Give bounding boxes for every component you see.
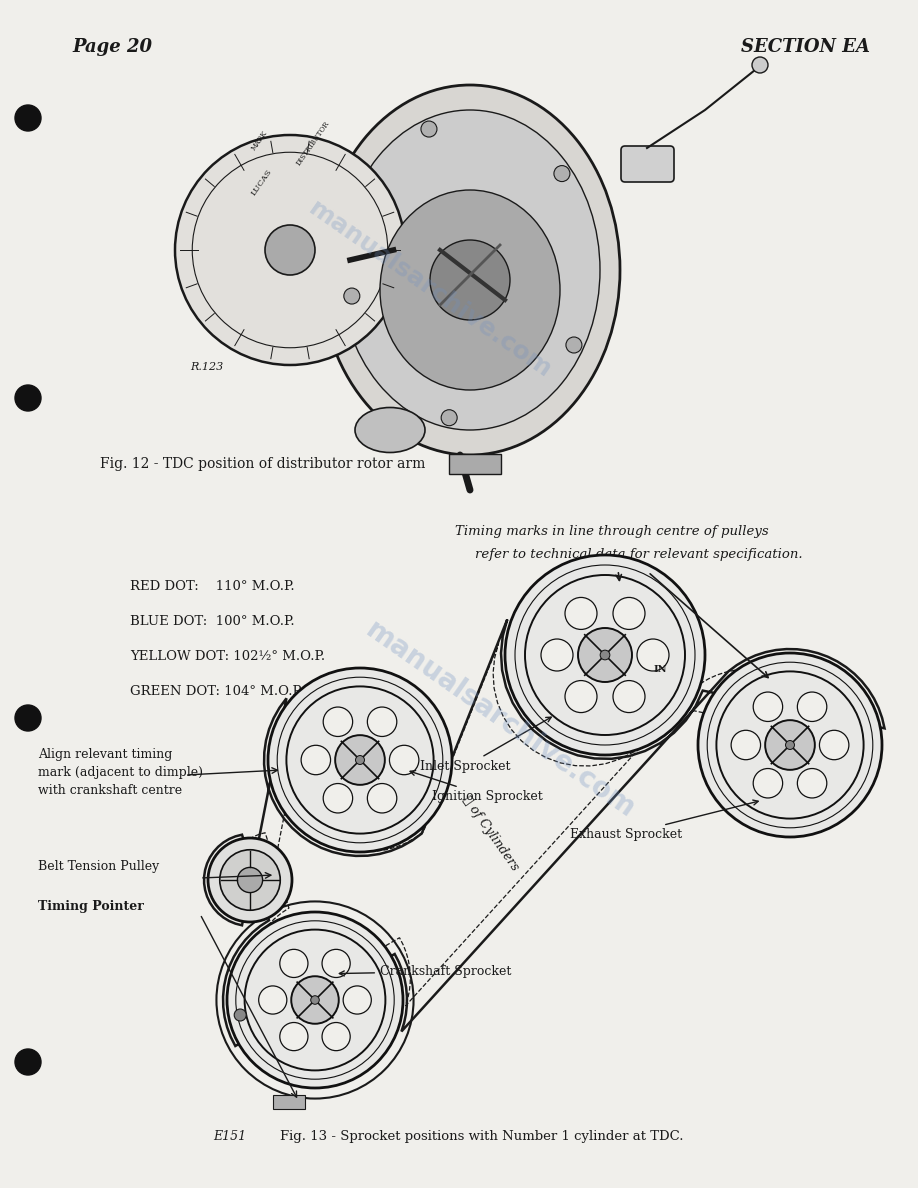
- Circle shape: [554, 165, 570, 182]
- Text: Inlet Sprocket: Inlet Sprocket: [420, 718, 551, 773]
- Text: Ignition Sprocket: Ignition Sprocket: [410, 771, 543, 803]
- Circle shape: [820, 731, 849, 759]
- Circle shape: [15, 385, 41, 411]
- Circle shape: [15, 1049, 41, 1075]
- Circle shape: [322, 949, 350, 978]
- Circle shape: [291, 977, 339, 1024]
- Circle shape: [731, 731, 760, 759]
- Circle shape: [227, 912, 403, 1088]
- Circle shape: [323, 784, 353, 813]
- FancyBboxPatch shape: [273, 1095, 305, 1110]
- Circle shape: [280, 1023, 308, 1050]
- Text: Timing marks in line through centre of pulleys: Timing marks in line through centre of p…: [455, 525, 768, 538]
- Circle shape: [430, 240, 510, 320]
- Circle shape: [367, 784, 397, 813]
- Ellipse shape: [355, 407, 425, 453]
- Circle shape: [323, 707, 353, 737]
- Ellipse shape: [320, 86, 620, 455]
- Circle shape: [268, 668, 452, 852]
- Text: refer to technical data for relevant specification.: refer to technical data for relevant spe…: [475, 548, 802, 561]
- Circle shape: [301, 745, 330, 775]
- Ellipse shape: [380, 190, 560, 390]
- Circle shape: [259, 986, 286, 1015]
- Ellipse shape: [340, 110, 600, 430]
- Circle shape: [322, 1023, 350, 1050]
- Text: Exhaust Sprocket: Exhaust Sprocket: [570, 800, 758, 841]
- Circle shape: [798, 769, 827, 798]
- Text: MARK: MARK: [250, 128, 270, 152]
- Text: YELLOW DOT: 102½° M.O.P.: YELLOW DOT: 102½° M.O.P.: [130, 650, 325, 663]
- Circle shape: [766, 720, 815, 770]
- Text: IN: IN: [654, 665, 666, 675]
- Circle shape: [578, 628, 632, 682]
- Text: SECTION EA: SECTION EA: [741, 38, 870, 56]
- Text: Fig. 12 - TDC position of distributor rotor arm: Fig. 12 - TDC position of distributor ro…: [100, 457, 425, 470]
- Circle shape: [286, 687, 433, 834]
- Circle shape: [565, 598, 597, 630]
- Circle shape: [175, 135, 405, 365]
- Text: ℓ of Cylinders: ℓ of Cylinders: [460, 794, 521, 873]
- Circle shape: [343, 986, 371, 1015]
- Circle shape: [565, 681, 597, 713]
- Circle shape: [344, 287, 360, 304]
- Text: R.123: R.123: [190, 362, 223, 372]
- Text: Page 20: Page 20: [72, 38, 152, 56]
- Circle shape: [335, 735, 385, 785]
- Text: Timing Pointer: Timing Pointer: [38, 901, 144, 914]
- Text: Align relevant timing
mark (adjacent to dimple)
with crankshaft centre: Align relevant timing mark (adjacent to …: [38, 748, 203, 797]
- Circle shape: [505, 555, 705, 756]
- FancyBboxPatch shape: [621, 146, 674, 182]
- Text: GREEN DOT: 104° M.O.P.: GREEN DOT: 104° M.O.P.: [130, 685, 303, 699]
- Text: E151: E151: [213, 1130, 246, 1143]
- Circle shape: [442, 410, 457, 425]
- Circle shape: [613, 681, 645, 713]
- Circle shape: [613, 598, 645, 630]
- Circle shape: [15, 105, 41, 131]
- Circle shape: [600, 650, 610, 659]
- Circle shape: [244, 929, 386, 1070]
- Circle shape: [753, 693, 783, 721]
- Text: Fig. 13 - Sprocket positions with Number 1 cylinder at TDC.: Fig. 13 - Sprocket positions with Number…: [280, 1130, 684, 1143]
- Circle shape: [798, 693, 827, 721]
- Circle shape: [265, 225, 315, 274]
- Text: RED DOT:    110° M.O.P.: RED DOT: 110° M.O.P.: [130, 580, 295, 593]
- Circle shape: [280, 949, 308, 978]
- Circle shape: [15, 704, 41, 731]
- Circle shape: [310, 996, 319, 1004]
- Text: manualsarchive.com: manualsarchive.com: [304, 197, 556, 384]
- Text: manualsarchive.com: manualsarchive.com: [360, 617, 640, 824]
- Circle shape: [389, 745, 419, 775]
- Text: Crankshaft Sprocket: Crankshaft Sprocket: [340, 965, 511, 978]
- Circle shape: [637, 639, 669, 671]
- FancyBboxPatch shape: [449, 454, 501, 474]
- Circle shape: [355, 756, 364, 764]
- Circle shape: [698, 653, 882, 838]
- Circle shape: [219, 849, 280, 910]
- Circle shape: [786, 740, 794, 750]
- Circle shape: [367, 707, 397, 737]
- Circle shape: [525, 575, 685, 735]
- Circle shape: [234, 1009, 246, 1020]
- Circle shape: [716, 671, 864, 819]
- Circle shape: [753, 769, 783, 798]
- Text: Belt Tension Pulley: Belt Tension Pulley: [38, 860, 159, 873]
- Circle shape: [541, 639, 573, 671]
- Text: BLUE DOT:  100° M.O.P.: BLUE DOT: 100° M.O.P.: [130, 615, 295, 628]
- Circle shape: [565, 337, 582, 353]
- Circle shape: [208, 838, 292, 922]
- Circle shape: [421, 121, 437, 137]
- Text: DISTRIBUTOR: DISTRIBUTOR: [295, 120, 331, 168]
- Circle shape: [752, 57, 768, 72]
- Circle shape: [238, 867, 263, 892]
- Text: LUCAS: LUCAS: [250, 168, 274, 197]
